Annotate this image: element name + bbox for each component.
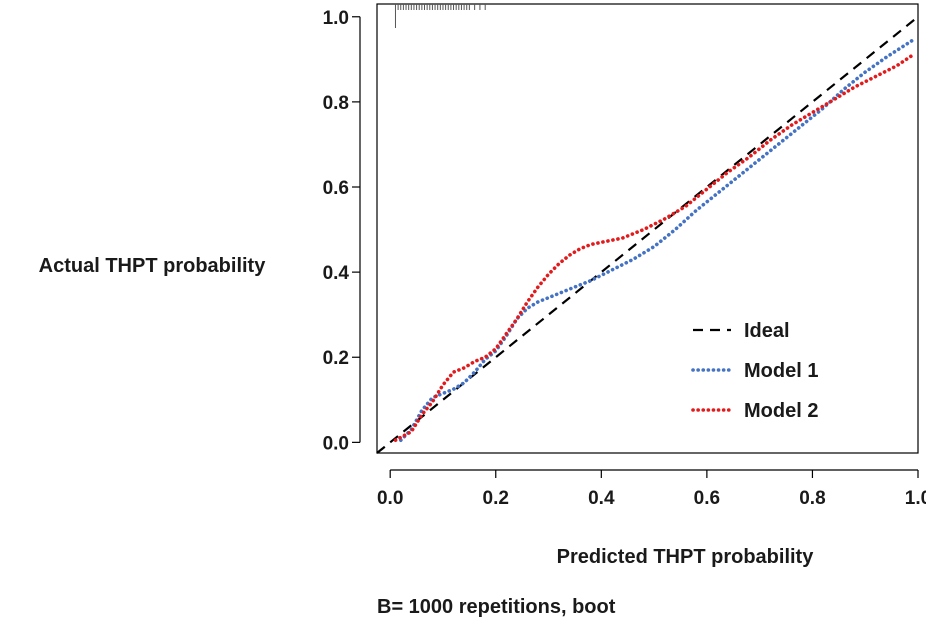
x-tick-label: 0.6 (694, 488, 720, 509)
y-axis-label: Actual THPT probability (39, 255, 267, 277)
x-axis-label: Predicted THPT probability (557, 546, 815, 568)
series-layer (376, 15, 919, 454)
x-tick-label: 0.4 (588, 488, 615, 509)
plot-frame (376, 3, 919, 454)
legend-label: Model 2 (744, 400, 818, 422)
x-tick-label: 1.0 (905, 488, 926, 509)
x-tick-label: 0.2 (483, 488, 509, 509)
y-tick-label: 0.0 (323, 433, 349, 454)
series-line-model-2 (393, 53, 915, 442)
legend-label: Ideal (744, 320, 790, 342)
axes: 0.0 0.2 0.4 0.6 0.8 1.0 0.0 0.2 0.4 0.6 0.8 1.0 (323, 8, 926, 509)
legend-label: Model 1 (744, 360, 818, 382)
x-tick-label: 0.8 (799, 488, 825, 509)
y-tick-label: 0.2 (323, 348, 349, 369)
y-tick-label: 0.6 (323, 178, 349, 199)
legend: Ideal Model 1 Model 2 (691, 320, 818, 422)
series-line-ideal (376, 15, 919, 454)
y-tick-label: 0.4 (323, 263, 350, 284)
x-tick-label: 0.0 (377, 488, 403, 509)
y-tick-label: 1.0 (323, 8, 349, 29)
rug-marks (394, 4, 486, 28)
y-tick-label: 0.8 (323, 93, 349, 114)
series-line-model-1 (399, 38, 915, 442)
footnote: B= 1000 repetitions, boot (377, 596, 616, 618)
